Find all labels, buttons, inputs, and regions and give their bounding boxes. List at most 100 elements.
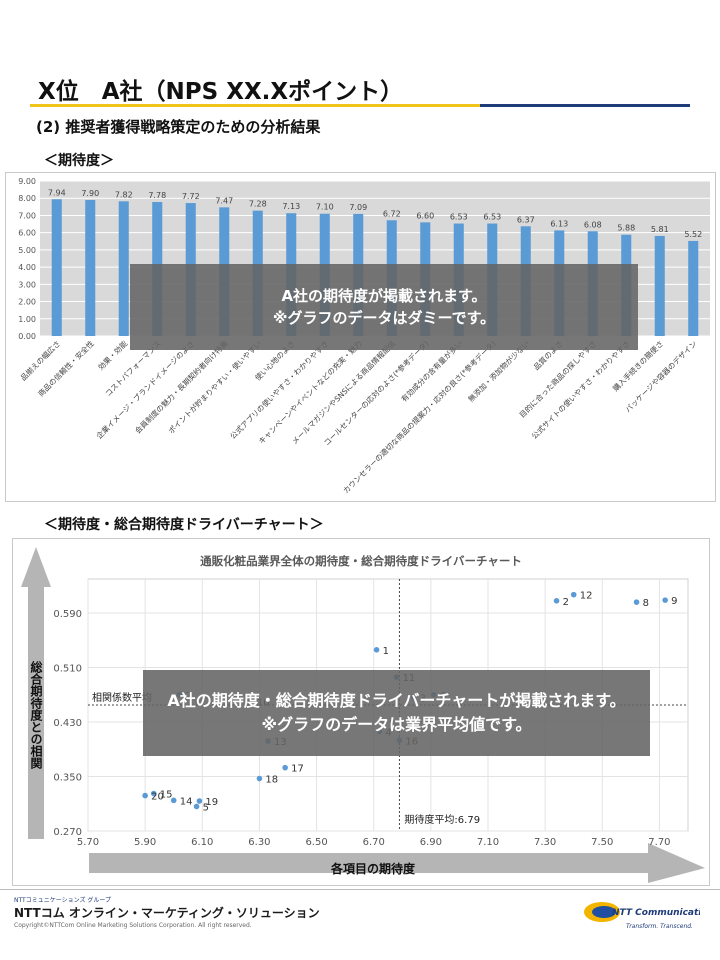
svg-text:Transform. Transcend.: Transform. Transcend.: [626, 923, 693, 930]
section-label-driver-chart: ＜期待度・総合期待度ドライバーチャート＞: [44, 517, 324, 533]
bar-category-label: カウンセラーの適切な商品の提案力・応対の良さ(*参考データ): [341, 338, 498, 495]
title-underline-blue: [480, 104, 690, 107]
bar-data-label: 5.52: [684, 230, 702, 239]
x-axis-arrow-icon: [89, 843, 705, 883]
scatter-y-tick-label: 0.590: [53, 609, 82, 620]
scatter-x-axis-label: 各項目の期待度: [330, 861, 416, 876]
bar-data-label: 7.94: [48, 188, 66, 197]
scatter-point: [196, 798, 203, 804]
bar-data-label: 6.53: [483, 213, 501, 222]
scatter-x-tick-label: 6.50: [305, 837, 327, 848]
bar-data-label: 7.47: [215, 196, 233, 205]
scatter-point: [633, 599, 640, 605]
scatter-point-label: 9: [671, 596, 677, 607]
scatter-point-label: 15: [160, 790, 173, 801]
bar-data-label: 6.08: [584, 220, 602, 229]
bar-mark: [654, 235, 665, 336]
y-axis-arrow-icon: [21, 547, 51, 839]
scatter-point: [282, 764, 288, 771]
bar-data-label: 7.13: [282, 202, 300, 211]
svg-text:NTT Communications: NTT Communications: [612, 908, 700, 918]
page-title: X位 A社（NPS XX.Xポイント）: [38, 79, 404, 105]
bar-y-tick-label: 0.00: [18, 332, 36, 341]
scatter-x-tick-label: 6.10: [191, 837, 213, 848]
bar-category-label: 商品の信頼性・安全性: [36, 338, 96, 398]
bar-data-label: 7.10: [316, 203, 334, 212]
scatter-x-tick-label: 6.70: [363, 837, 385, 848]
bar-data-label: 6.53: [450, 213, 468, 222]
bar-data-label: 7.09: [349, 203, 367, 212]
correlation-average-label: 相関係数平均: [92, 691, 152, 704]
expectation-average-label: 期待度平均:6.79: [404, 813, 480, 826]
bar-y-tick-label: 2.00: [18, 298, 36, 307]
bar-y-tick-label: 4.00: [18, 263, 36, 272]
scatter-point: [570, 591, 577, 598]
scatter-y-tick-label: 0.350: [53, 773, 82, 784]
bar-mark: [688, 240, 699, 336]
bar-mark: [51, 199, 62, 336]
scatter-point: [142, 792, 148, 799]
scatter-overlay-line-2: ※グラフのデータは業界平均値です。: [261, 715, 532, 734]
company-logo: NTT Communications Transform. Transcend.: [582, 897, 720, 935]
bar-overlay-line-1: A社の期待度が掲載されます。: [281, 287, 487, 305]
scatter-y-tick-label: 0.430: [53, 718, 82, 729]
bar-data-label: 5.81: [651, 225, 669, 234]
bar-data-label: 7.90: [81, 189, 99, 198]
scatter-x-tick-label: 7.10: [477, 837, 499, 848]
bar-data-label: 6.60: [416, 211, 434, 220]
bar-mark: [85, 199, 96, 336]
scatter-point: [553, 597, 560, 604]
bar-y-tick-label: 8.00: [18, 194, 36, 203]
bar-data-label: 7.78: [148, 191, 166, 200]
bar-data-label: 7.72: [182, 192, 200, 201]
scatter-point-label: 18: [265, 775, 278, 786]
section-label-expectation: ＜期待度＞: [44, 153, 114, 169]
scatter-y-tick-label: 0.510: [53, 664, 82, 675]
bar-data-label: 7.28: [249, 200, 267, 209]
scatter-point: [662, 597, 668, 603]
bar-data-label: 6.37: [517, 215, 535, 224]
scatter-point-label: 14: [180, 796, 193, 807]
footer-divider: [0, 889, 720, 890]
scatter-point-label: 17: [291, 764, 304, 775]
scatter-y-tick-label: 0.270: [53, 827, 82, 838]
scatter-point: [373, 647, 380, 653]
bar-data-label: 7.82: [115, 190, 133, 199]
scatter-x-tick-label: 6.30: [248, 837, 270, 848]
scatter-point-label: 12: [580, 591, 593, 602]
scatter-point: [256, 775, 263, 782]
scatter-point-label: 2: [563, 597, 569, 608]
scatter-y-axis-label: 総合期待度との相関: [29, 660, 43, 770]
scatter-title: 通販化粧品業界全体の期待度・総合期待度ドライバーチャート: [200, 554, 522, 568]
scatter-x-tick-label: 7.30: [534, 837, 556, 848]
bar-y-tick-label: 1.00: [18, 315, 36, 324]
scatter-point: [193, 803, 200, 810]
scatter-point: [150, 790, 157, 797]
scatter-x-tick-label: 5.70: [77, 837, 99, 848]
bar-data-label: 6.72: [383, 209, 401, 218]
scatter-x-tick-label: 7.50: [591, 837, 613, 848]
scatter-x-tick-label: 7.70: [648, 837, 670, 848]
bar-mark: [118, 201, 129, 336]
footer-group-name: NTTコミュニケーションズ グループ: [14, 897, 112, 904]
bar-y-tick-label: 5.00: [18, 246, 36, 255]
scatter-point-label: 19: [205, 797, 218, 808]
scatter-x-tick-label: 5.90: [134, 837, 156, 848]
scatter-x-tick-label: 6.90: [420, 837, 442, 848]
scatter-point-label: 8: [643, 598, 649, 609]
scatter-point-label: 5: [203, 802, 209, 813]
title-underline-yellow: [30, 104, 480, 107]
bar-data-label: 6.13: [550, 219, 568, 228]
bar-overlay-line-2: ※グラフのデータはダミーです。: [272, 309, 496, 327]
scatter-point: [170, 797, 177, 804]
scatter-chart-overlay-notice: A社の期待度・総合期待度ドライバーチャートが掲載されます。 ※グラフのデータは業…: [143, 670, 650, 756]
scatter-point-label: 20: [151, 792, 164, 803]
bar-y-tick-label: 6.00: [18, 229, 36, 238]
bar-chart-overlay-notice: A社の期待度が掲載されます。 ※グラフのデータはダミーです。: [130, 264, 638, 350]
bar-y-tick-label: 3.00: [18, 280, 36, 289]
footer-company-name: NTTコム オンライン・マーケティング・ソリューション: [14, 906, 320, 920]
bar-y-tick-label: 7.00: [18, 211, 36, 220]
page-subtitle: (2) 推奨者獲得戦略策定のための分析結果: [36, 118, 321, 136]
bar-y-tick-label: 9.00: [18, 177, 36, 186]
bar-category-label: 効果・効能: [96, 338, 130, 372]
